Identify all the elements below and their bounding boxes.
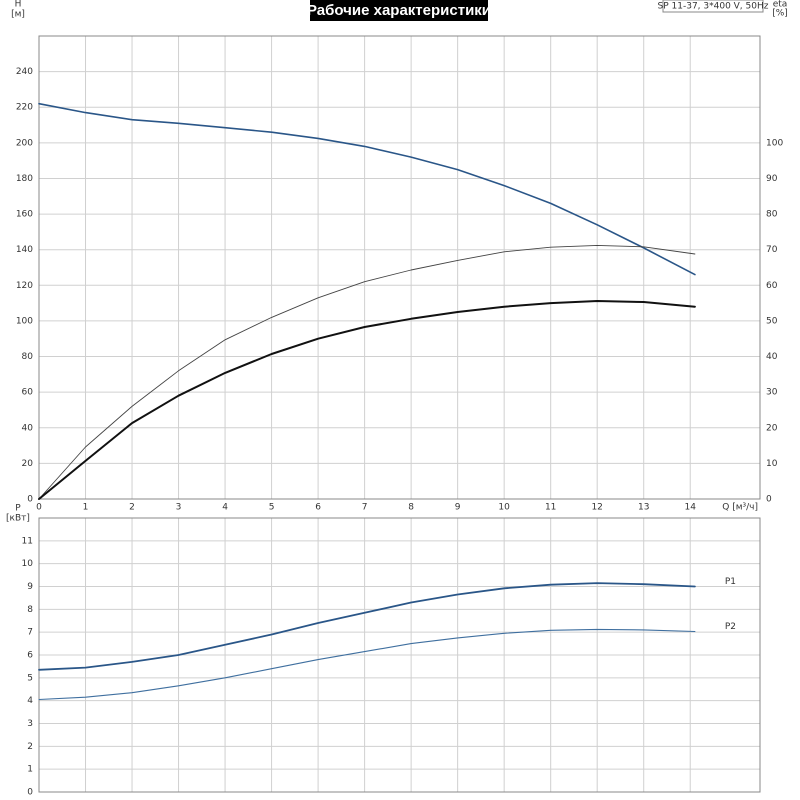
- y-tick-label: 220: [16, 103, 33, 113]
- series-line: [38, 300, 696, 500]
- series-line: [38, 582, 696, 671]
- y-tick-label: 0: [27, 495, 33, 505]
- y2-tick-label: 40: [766, 352, 778, 362]
- title-box: [310, 0, 488, 21]
- x-tick-label: 9: [455, 503, 461, 513]
- y-tick-label: 240: [16, 67, 33, 77]
- y-tick-label: 140: [16, 245, 33, 255]
- y2-tick-label: 30: [766, 388, 778, 398]
- plot-frame: [38, 517, 761, 793]
- y-tick-label: 4: [27, 696, 33, 706]
- y-axis-unit: [м]: [11, 10, 25, 20]
- y2-tick-label: 70: [766, 245, 778, 255]
- x-tick-label: 0: [36, 503, 42, 513]
- y-tick-label: 100: [16, 316, 33, 326]
- y-tick-label: 6: [27, 651, 33, 661]
- y-axis-label: H: [15, 0, 22, 10]
- y-tick-label: 120: [16, 281, 33, 291]
- y-tick-label: 2: [27, 742, 33, 752]
- y2-axis-unit: [%]: [772, 9, 788, 19]
- y-tick-label: 20: [22, 459, 34, 469]
- series-line: [38, 628, 696, 701]
- y2-tick-label: 100: [766, 138, 783, 148]
- x-axis-label: Q [м³/ч]: [722, 503, 758, 513]
- y2-tick-label: 50: [766, 316, 778, 326]
- y-tick-label: 8: [27, 605, 33, 615]
- y-tick-label: 160: [16, 210, 33, 220]
- y-tick-label: 180: [16, 174, 33, 184]
- y-tick-label: 5: [27, 673, 33, 683]
- y-tick-label: 60: [22, 388, 34, 398]
- series-line: [38, 244, 696, 500]
- series-label: P1: [725, 577, 736, 587]
- x-tick-label: 10: [498, 503, 510, 513]
- y-tick-label: 3: [27, 719, 33, 729]
- y-axis-label: P: [15, 504, 21, 514]
- y2-tick-label: 20: [766, 423, 778, 433]
- y-tick-label: 1: [27, 765, 33, 775]
- y-tick-label: 0: [27, 788, 33, 798]
- y-tick-label: 40: [22, 423, 34, 433]
- series-label: P2: [725, 622, 736, 632]
- x-tick-label: 1: [83, 503, 89, 513]
- y2-tick-label: 10: [766, 459, 778, 469]
- y-tick-label: 11: [22, 536, 33, 546]
- x-tick-label: 13: [638, 503, 649, 513]
- y-tick-label: 10: [22, 559, 34, 569]
- series-line: [38, 102, 696, 276]
- y-axis-unit: [кВт]: [6, 514, 30, 524]
- y2-tick-label: 90: [766, 174, 778, 184]
- x-tick-label: 4: [222, 503, 228, 513]
- model-label: SP 11-37, 3*400 V, 50Hz: [658, 2, 769, 12]
- y2-tick-label: 0: [766, 495, 772, 505]
- y2-tick-label: 60: [766, 281, 778, 291]
- y2-tick-label: 80: [766, 210, 778, 220]
- plot-frame: [38, 35, 761, 500]
- x-tick-label: 6: [315, 503, 321, 513]
- x-tick-label: 2: [129, 503, 135, 513]
- x-tick-label: 3: [176, 503, 182, 513]
- chart-title: Рабочие характеристики: [307, 2, 491, 19]
- x-tick-label: 7: [362, 503, 368, 513]
- y2-axis-label: eta: [773, 0, 788, 10]
- y-tick-label: 200: [16, 138, 33, 148]
- x-tick-label: 11: [545, 503, 556, 513]
- x-tick-label: 12: [591, 503, 602, 513]
- y-tick-label: 80: [22, 352, 34, 362]
- y-tick-label: 7: [27, 628, 33, 638]
- x-tick-label: 5: [269, 503, 275, 513]
- x-tick-label: 14: [684, 503, 696, 513]
- x-tick-label: 8: [408, 503, 414, 513]
- y-tick-label: 9: [27, 582, 33, 592]
- model-box: [662, 0, 764, 13]
